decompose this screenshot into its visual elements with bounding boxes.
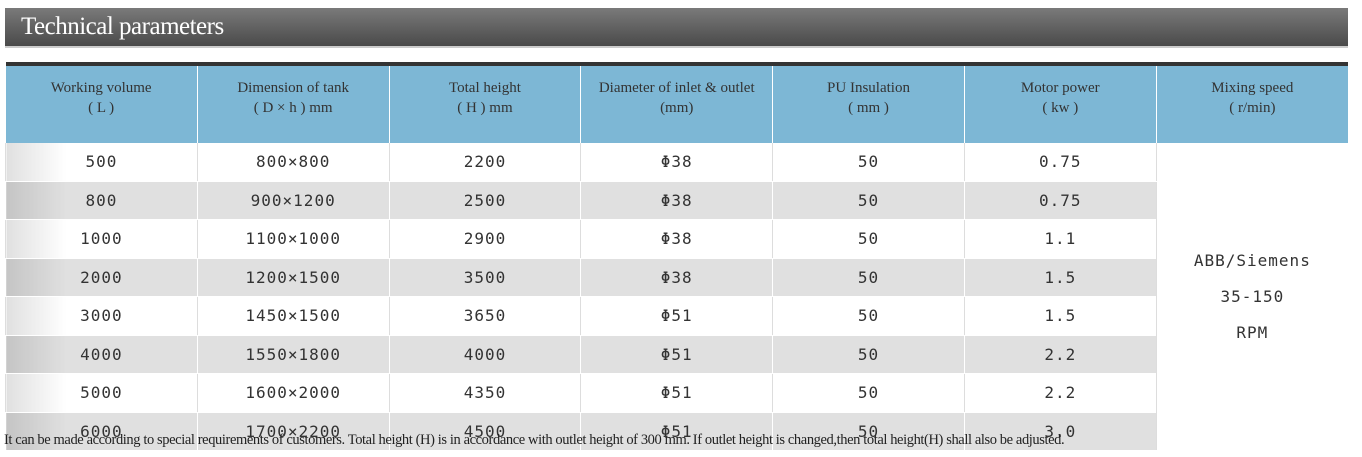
cell: 1100×1000 xyxy=(196,219,390,259)
cell: 50 xyxy=(772,373,965,413)
cell: 1.5 xyxy=(963,296,1157,336)
cell: Φ51 xyxy=(580,335,773,374)
table-row: 2000 1200×1500 3500 Φ38 50 1.5 xyxy=(5,258,1349,297)
cell: 4350 xyxy=(388,373,581,413)
cell: 6000 xyxy=(5,412,198,451)
cell: 50 xyxy=(772,412,965,451)
column-header: Mixing speed ( r/min) xyxy=(1155,64,1348,143)
header-row: Working volume ( L ) Dimension of tank ( D … xyxy=(5,64,1348,143)
table-row: 3000 1450×1500 3650 Φ51 50 1.5 xyxy=(5,296,1349,336)
cell: 1.1 xyxy=(963,219,1157,259)
cell: 4000 xyxy=(388,335,581,374)
table-row: 4000 1550×1800 4000 Φ51 50 2.2 xyxy=(5,335,1349,374)
cell: 4500 xyxy=(388,412,581,451)
cell: 2500 xyxy=(388,181,581,220)
column-header: Working volume ( L ) xyxy=(5,64,198,143)
cell: 2900 xyxy=(388,219,581,259)
table-row: 1000 1100×1000 2900 Φ38 50 1.1 xyxy=(5,219,1349,259)
header-line: Working volume xyxy=(50,80,152,96)
header-line: Dimension of tank xyxy=(237,80,349,96)
cell: 50 xyxy=(772,219,965,259)
column-header: Dimension of tank ( D × h ) mm xyxy=(196,64,390,143)
cell: 2.2 xyxy=(963,373,1157,413)
header-line: ( H ) mm xyxy=(457,100,513,116)
cell: 2200 xyxy=(388,143,581,182)
merged-line: 35-150 xyxy=(1220,286,1285,306)
cell: 5000 xyxy=(5,373,198,413)
cell: 1550×1800 xyxy=(196,335,390,374)
table-row: 500 800×800 2200 Φ38 50 0.75 ABB/Siemens 35-150… xyxy=(5,143,1348,451)
cell: 50 xyxy=(772,143,965,182)
header-line: Mixing speed xyxy=(1211,80,1294,96)
merged-cell: ABB/Siemens 35-150 RPM xyxy=(1155,143,1348,451)
merged-line: ABB/Siemens xyxy=(1193,250,1311,270)
header-line: Motor power xyxy=(1020,80,1100,96)
header-line: ( L ) xyxy=(88,100,115,116)
cell: 0.75 xyxy=(963,181,1157,220)
header-line: ( D × h ) mm xyxy=(253,100,333,116)
header-line: ( mm ) xyxy=(848,100,889,116)
cell: Φ38 xyxy=(580,219,773,259)
cell: 800 xyxy=(5,181,198,220)
cell: 3.0 xyxy=(963,412,1157,451)
cell: 1000 xyxy=(5,219,198,259)
cell: Φ51 xyxy=(580,373,773,413)
title: Technical parameters xyxy=(21,13,224,40)
cell: 1600×2000 xyxy=(196,373,390,413)
cell: 50 xyxy=(772,296,965,336)
cell: 1700×2200 xyxy=(196,412,390,451)
column-header: Diameter of inlet & outlet (mm) xyxy=(580,64,773,143)
cell: 900×1200 xyxy=(196,181,390,220)
footer-note: It can be made according to special requ… xyxy=(4,432,1065,448)
merged-line: RPM xyxy=(1236,322,1269,342)
cell: Φ38 xyxy=(580,181,773,220)
cell: 50 xyxy=(772,181,965,220)
cell: 500 xyxy=(5,143,198,182)
cell: 0.75 xyxy=(963,143,1157,182)
header-line: Total height xyxy=(449,80,521,96)
table-row: 800 900×1200 2500 Φ38 50 0.75 xyxy=(5,181,1349,220)
column-header: Total height ( H ) mm xyxy=(388,64,581,143)
title-bar: Technical parameters xyxy=(5,8,1348,48)
cell: 2000 xyxy=(5,258,198,297)
cell: 3650 xyxy=(388,296,581,336)
table-row: 6000 1700×2200 4500 Φ51 50 3.0 xyxy=(5,412,1349,451)
cell: 1450×1500 xyxy=(196,296,390,336)
cell: Φ51 xyxy=(580,412,773,451)
cell: 50 xyxy=(772,258,965,297)
header-line: Diameter of inlet & outlet xyxy=(598,80,755,96)
cell: 2.2 xyxy=(963,335,1157,374)
parameters-table: Working volume ( L ) Dimension of tank ( D … xyxy=(5,62,1348,451)
header-line: PU Insulation xyxy=(827,80,910,96)
column-header: PU Insulation ( mm ) xyxy=(772,64,965,143)
cell: Φ51 xyxy=(580,296,773,336)
cell: 3500 xyxy=(388,258,581,297)
cell: 800×800 xyxy=(196,143,390,182)
cell: Φ38 xyxy=(580,143,773,182)
column-header: Motor power ( kw ) xyxy=(963,64,1157,143)
cell: 50 xyxy=(772,335,965,374)
cell: 4000 xyxy=(5,335,198,374)
cell: 3000 xyxy=(5,296,198,336)
header-line: ( kw ) xyxy=(1042,100,1079,116)
cell: 1200×1500 xyxy=(196,258,390,297)
table-row: 5000 1600×2000 4350 Φ51 50 2.2 xyxy=(5,373,1349,413)
cell: 1.5 xyxy=(963,258,1157,297)
header-line: (mm) xyxy=(660,100,694,116)
cell: Φ38 xyxy=(580,258,773,297)
header-line: ( r/min) xyxy=(1229,100,1276,116)
